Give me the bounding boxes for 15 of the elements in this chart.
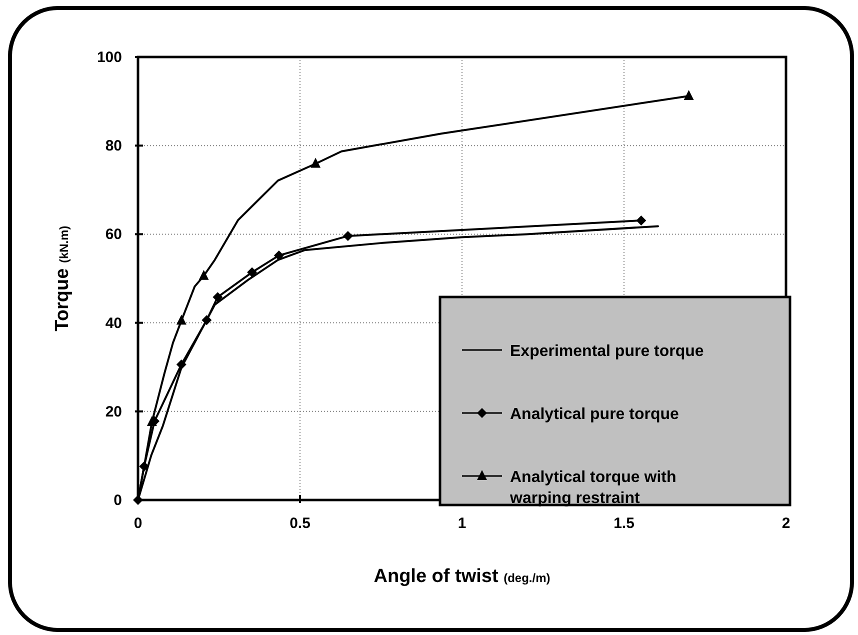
x-tick-label: 0.5 <box>290 515 310 532</box>
y-tick-label: 0 <box>114 492 122 509</box>
y-tick-label: 60 <box>105 226 122 244</box>
legend-label: Analytical pure torque <box>510 406 680 423</box>
y-axis-title: Torque (kN.m) <box>52 226 73 332</box>
legend-label: Experimental pure torque <box>510 343 704 360</box>
y-tick-label: 100 <box>96 49 122 66</box>
y-tick-label: 80 <box>105 138 122 155</box>
x-tick-label: 1 <box>458 515 466 532</box>
x-tick-label: 0 <box>134 515 142 532</box>
y-tick-label: 40 <box>105 314 122 332</box>
x-tick-label: 1.5 <box>614 515 634 532</box>
x-axis-title: Angle of twist (deg./m) <box>374 566 550 587</box>
y-tick-label: 20 <box>105 403 122 420</box>
x-tick-label: 2 <box>782 515 790 532</box>
